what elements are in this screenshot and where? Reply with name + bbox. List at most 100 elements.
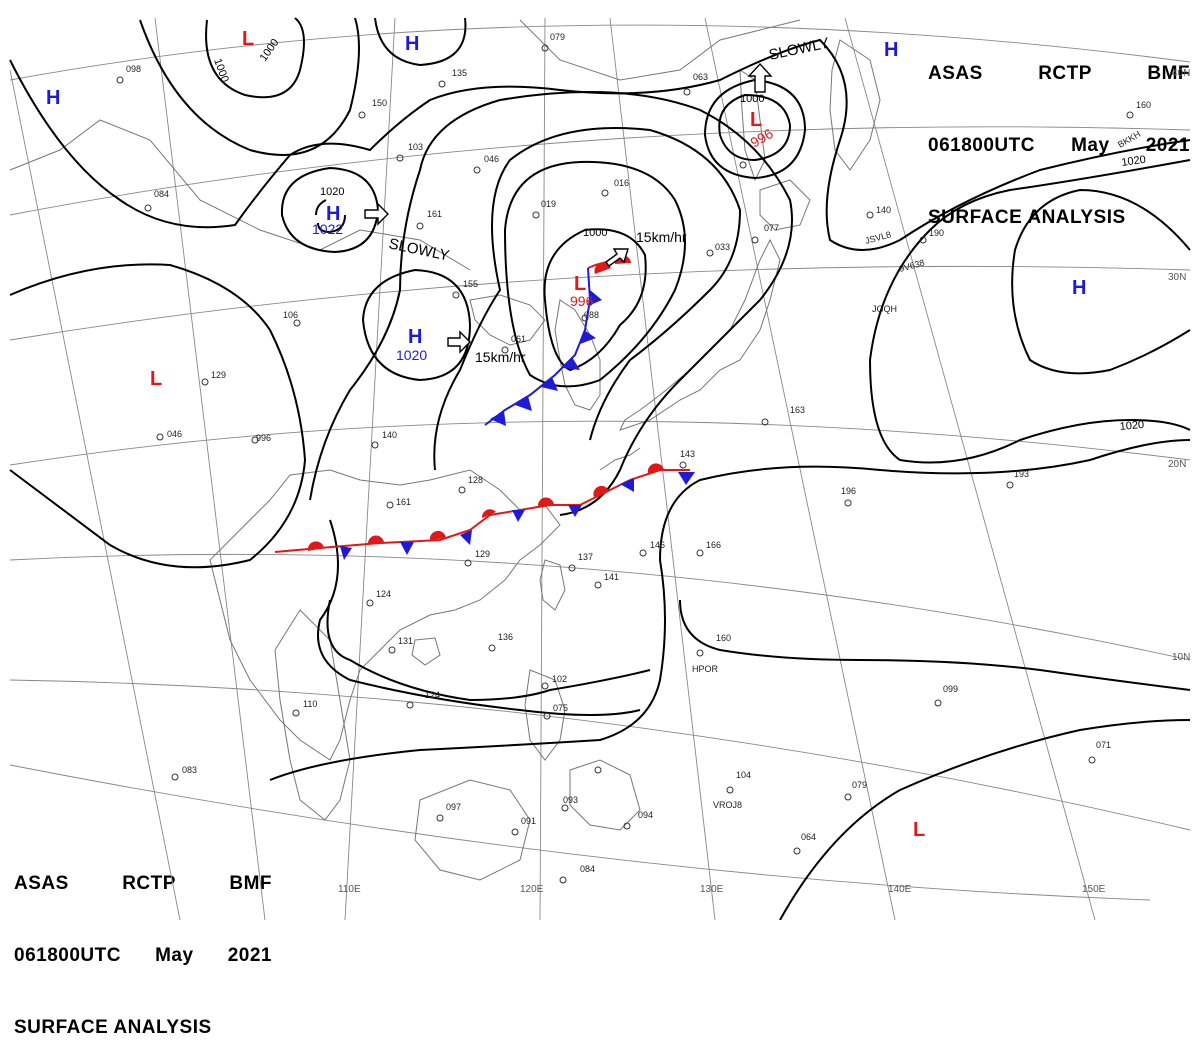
- station-pressure: 097: [446, 802, 461, 812]
- station-pressure: 166: [706, 540, 721, 550]
- station-plots: 079 135 150 103 046 019 016 063 084 098 …: [126, 32, 1151, 874]
- station-circle: [568, 564, 576, 572]
- station-circle: [292, 709, 300, 717]
- isobar-label: 1020: [1121, 154, 1147, 169]
- isobar: [779, 719, 1191, 920]
- station-circle: [594, 766, 602, 774]
- high-center: H: [405, 33, 419, 55]
- coastline-mindanao: [569, 759, 641, 831]
- isobar: [868, 159, 1191, 464]
- station-circle: [559, 876, 567, 884]
- high-center: H: [884, 39, 898, 61]
- station-circle: [594, 581, 602, 589]
- isobar: [9, 38, 1191, 251]
- meridian: [844, 17, 1096, 920]
- station-dots: [116, 44, 1134, 884]
- parallel: [9, 420, 1191, 466]
- station-pressure: 150: [372, 98, 387, 108]
- header-code-1: ASAS: [928, 63, 983, 84]
- station-circle: [739, 161, 747, 169]
- station-circle: [416, 222, 424, 230]
- grid-labels: 110E 120E 130E 140E 150E 40N 30N 20N 10N: [338, 68, 1190, 895]
- station-pressure: 128: [468, 475, 483, 485]
- station-circle: [844, 499, 852, 507]
- station-circle: [386, 501, 394, 509]
- coastline-ryukyu: [599, 447, 641, 471]
- parallel: [9, 764, 1151, 901]
- cold-front-symbol: [563, 357, 580, 370]
- lat-label: 30N: [1168, 272, 1186, 283]
- station-circle: [473, 166, 481, 174]
- station-circle: [438, 80, 446, 88]
- coastline-siberia: [519, 19, 801, 81]
- isobar: [269, 439, 1191, 781]
- cold-front-symbol: [541, 377, 558, 391]
- station-circle: [543, 712, 551, 720]
- station-circle: [561, 804, 569, 812]
- station-pressure: 046: [167, 429, 182, 439]
- station-pressure: 061: [511, 334, 526, 344]
- isobar-label: 1000: [258, 37, 282, 64]
- header-code-1: ASAS: [14, 873, 69, 894]
- motion-arrow: [447, 330, 471, 354]
- isobar: [1011, 188, 1191, 375]
- warm-front-symbol: [367, 535, 384, 544]
- coastline-mongolia-border: [9, 119, 471, 271]
- lat-label: 40N: [1172, 68, 1190, 79]
- station-pressure: 084: [154, 189, 169, 199]
- coastline-indochina: [274, 609, 351, 821]
- station-pressure: 102: [552, 674, 567, 684]
- meridian: [154, 17, 266, 920]
- station-pressure: 094: [638, 810, 653, 820]
- isobar: [703, 78, 807, 180]
- station-pressure: 161: [427, 209, 442, 219]
- header-code-2: RCTP: [122, 873, 176, 894]
- header-time: 061800UTC: [14, 945, 121, 966]
- high-center: H: [46, 87, 60, 109]
- station-pressure: 075: [553, 703, 568, 713]
- lon-label: 130E: [700, 884, 724, 895]
- station-pressure: 077: [764, 223, 779, 233]
- warm-front-symbol: [537, 497, 554, 506]
- header-title: SURFACE ANALYSIS: [928, 207, 1126, 228]
- motion-label: 15km/hr: [636, 229, 687, 245]
- isobars: [9, 17, 1191, 920]
- station-circle: [866, 211, 874, 219]
- station-circle: [388, 646, 396, 654]
- meridian: [539, 17, 546, 920]
- header-year: 2021: [1145, 135, 1190, 156]
- cold-front-symbol: [588, 290, 602, 306]
- isobar: [317, 519, 641, 716]
- coastline-bohai: [469, 294, 546, 346]
- station-pressure: 193: [1014, 469, 1029, 479]
- station-circle: [171, 773, 179, 781]
- station-circle: [458, 486, 466, 494]
- pressure-value: 996: [570, 293, 594, 309]
- header-year: 2021: [227, 945, 272, 966]
- low-center: L: [750, 109, 762, 131]
- station-circle: [726, 786, 734, 794]
- station-pressure: 136: [498, 632, 513, 642]
- station-pressure: 104: [736, 770, 751, 780]
- station-circle: [844, 793, 852, 801]
- cold-front-symbol: [620, 478, 634, 492]
- warm-front-symbol: [429, 530, 446, 540]
- station-pressure: 160: [716, 633, 731, 643]
- coastline-east-asia: [209, 469, 561, 761]
- station-circle: [696, 649, 704, 657]
- low-center: L: [242, 28, 254, 50]
- station-pressure: 129: [211, 370, 226, 380]
- station-circle: [201, 378, 209, 386]
- station-pressure: 033: [715, 242, 730, 252]
- station-circle: [406, 701, 414, 709]
- station-circle: [371, 441, 379, 449]
- warm-front-symbol: [593, 485, 609, 497]
- isobar: [280, 166, 380, 254]
- motion-label: 15km/hr: [475, 349, 526, 365]
- lon-label: 120E: [520, 884, 544, 895]
- isobar: [315, 199, 346, 234]
- station-circle: [1088, 756, 1096, 764]
- station-pressure: 163: [790, 405, 805, 415]
- warm-front-symbol: [594, 262, 611, 274]
- station-circle: [751, 236, 759, 244]
